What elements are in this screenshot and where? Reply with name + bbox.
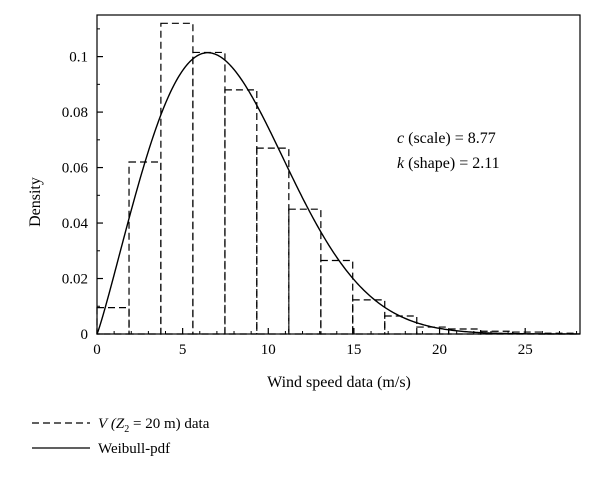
histogram-bar <box>288 208 322 335</box>
histogram-bar <box>384 315 418 335</box>
x-tick-label: 25 <box>518 342 533 358</box>
y-axis-ticks: 0 0.02 0.04 0.06 0.08 0.1 <box>62 28 103 343</box>
scale-annotation: c (scale) = 8.77 <box>397 130 496 147</box>
histogram-bar <box>224 89 258 335</box>
y-tick-label: 0.04 <box>62 216 89 232</box>
y-axis-label: Density <box>27 177 44 227</box>
histogram-bar <box>128 161 162 335</box>
weibull-pdf-curve <box>96 52 580 335</box>
y-tick-label: 0.06 <box>62 161 89 177</box>
y-tick-label: 0.08 <box>62 105 88 121</box>
legend: V (Z2 = 20 m) data Weibull-pdf <box>32 416 210 457</box>
x-axis-ticks: 0 5 10 15 20 25 <box>93 328 578 358</box>
y-tick-label: 0.02 <box>62 272 88 288</box>
plot-frame <box>96 14 581 335</box>
shape-annotation: k (shape) = 2.11 <box>397 155 500 172</box>
histogram-bar <box>256 147 290 335</box>
weibull-curve-group <box>96 52 580 335</box>
x-tick-label: 5 <box>179 342 187 358</box>
legend-histogram-label: V (Z2 = 20 m) data <box>98 416 210 435</box>
x-tick-label: 20 <box>432 342 447 358</box>
y-tick-label: 0 <box>81 327 89 343</box>
x-tick-label: 0 <box>93 342 101 358</box>
histogram-bar <box>416 326 450 335</box>
legend-weibull-label: Weibull-pdf <box>98 441 170 457</box>
x-tick-label: 10 <box>261 342 276 358</box>
histogram-bar <box>352 299 386 335</box>
histogram-bar <box>192 51 226 335</box>
y-tick-label: 0.1 <box>69 50 88 66</box>
x-tick-label: 15 <box>346 342 361 358</box>
x-axis-label: Wind speed data (m/s) <box>267 374 411 391</box>
histogram-bar <box>160 22 194 335</box>
histogram-bars <box>96 22 578 335</box>
